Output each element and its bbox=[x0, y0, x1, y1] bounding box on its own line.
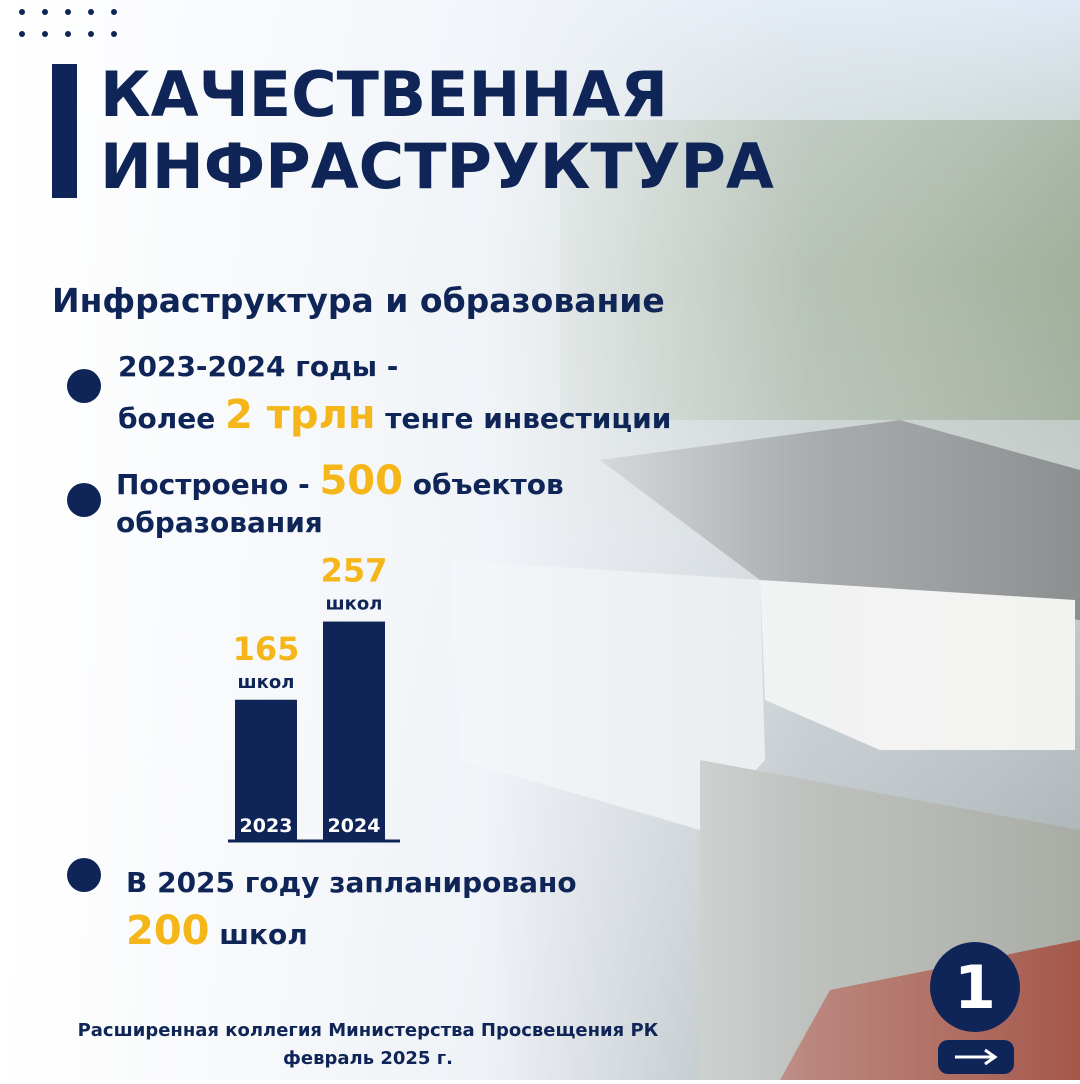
bar-category: 2023 bbox=[240, 815, 293, 837]
value-label: 257 bbox=[321, 552, 388, 590]
unit-label: школ bbox=[326, 594, 383, 615]
text: тенге инвестиции bbox=[385, 402, 671, 435]
title-line: ИНФРАСТРУКТУРА bbox=[100, 130, 774, 203]
bullet bbox=[67, 369, 101, 403]
value-label: 165 bbox=[233, 630, 300, 668]
text: Построено - bbox=[116, 468, 310, 501]
page-number-badge bbox=[930, 942, 1020, 1032]
text: более bbox=[118, 402, 215, 435]
bullet-text: образования bbox=[116, 506, 323, 539]
arrow bbox=[955, 1048, 998, 1066]
footer: Расширенная коллегия Министерства Просве… bbox=[78, 1020, 659, 1041]
bullet-text: более 2 трлн тенге инвестиции bbox=[118, 392, 671, 438]
text: объектов bbox=[413, 468, 564, 501]
title-line: КАЧЕСТВЕННАЯ bbox=[100, 58, 668, 131]
bar-chart: 2023 165 школ 2024 257 школ bbox=[233, 552, 388, 840]
subtitle: Инфраструктура и образование bbox=[52, 281, 665, 320]
bullet-text: В 2025 году запланировано bbox=[126, 866, 577, 899]
highlight: 200 bbox=[126, 908, 210, 954]
highlight: 2 трлн bbox=[225, 392, 376, 438]
dots bbox=[19, 9, 117, 37]
bar bbox=[323, 621, 385, 840]
bullet-text: 2023-2024 годы - bbox=[118, 350, 398, 383]
bullet-text: 200 школ bbox=[126, 908, 308, 954]
bar bbox=[235, 699, 297, 840]
text: школ bbox=[219, 918, 307, 951]
bullet bbox=[67, 858, 101, 892]
bullet bbox=[67, 483, 101, 517]
bar-category: 2024 bbox=[328, 815, 381, 837]
title-bar bbox=[52, 64, 77, 198]
highlight: 500 bbox=[319, 458, 403, 504]
page-number: 1 bbox=[954, 953, 996, 1023]
unit-label: школ bbox=[238, 672, 295, 693]
bullet-text: Построено - 500 объектов bbox=[116, 458, 564, 504]
footer: февраль 2025 г. bbox=[283, 1048, 453, 1069]
